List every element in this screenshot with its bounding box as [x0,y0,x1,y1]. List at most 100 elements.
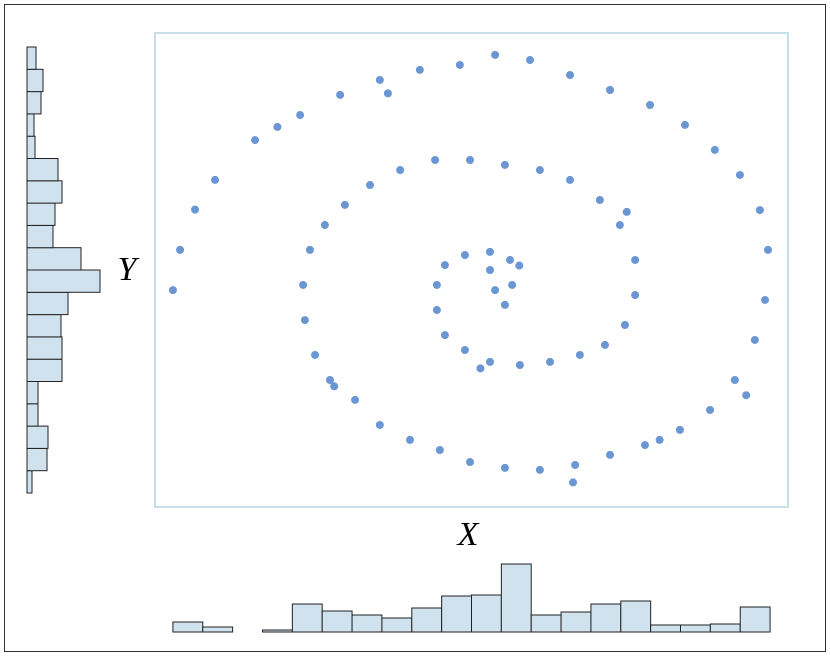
point [375,420,384,429]
point [675,425,684,434]
point [566,71,575,80]
point [761,295,770,304]
histogram-bar [590,603,622,633]
histogram-bar [530,614,562,633]
point [515,261,524,270]
point [440,261,449,270]
histogram-bar [26,291,69,316]
histogram-bar [381,617,413,633]
point [455,60,464,69]
point [491,286,500,295]
point [325,376,334,385]
point [168,286,177,295]
point [486,247,495,256]
point [305,245,314,254]
point [735,170,744,179]
point [383,89,392,98]
point [600,340,609,349]
histogram-bar [26,381,39,405]
histogram-bar [500,563,532,633]
histogram-bar [172,621,204,633]
point [431,155,440,164]
point [320,221,329,230]
point [710,145,719,154]
histogram-bar [441,595,472,633]
point [508,280,517,289]
point [535,166,544,175]
histogram-bar [26,113,35,137]
point [606,86,615,95]
point [500,463,509,472]
histogram-bar [26,68,44,93]
point [622,207,631,216]
point [606,450,615,459]
point [211,175,220,184]
point [491,50,500,59]
point [631,255,640,264]
point [655,435,664,444]
point [432,306,441,315]
point [336,90,345,99]
point [273,122,282,131]
histogram-bar [680,624,711,633]
histogram-bar [202,626,234,633]
point [251,136,260,145]
histogram-bar [26,247,82,271]
histogram-bar [26,46,37,70]
histogram-bar [26,158,59,182]
histogram-bar [650,624,682,633]
histogram-bar [26,91,42,115]
point [351,395,360,404]
histogram-bar [26,269,101,293]
point [526,56,535,65]
point [763,245,772,254]
point [500,300,509,309]
point [620,321,629,330]
point [595,196,604,205]
point [571,460,580,469]
point [340,200,349,209]
point [476,364,485,373]
point [631,291,640,300]
point [486,357,495,366]
plot-area [154,32,789,508]
point [415,65,424,74]
histogram-bar [26,425,49,449]
point [375,75,384,84]
point [569,478,578,487]
point [191,205,200,214]
histogram-bar [26,314,62,338]
point [486,266,495,274]
point [460,251,469,260]
point [176,245,185,254]
point [440,331,449,340]
histogram-bar [26,224,54,249]
point [330,382,339,391]
point [460,346,469,355]
histogram-bar [739,606,771,633]
point [640,441,649,450]
histogram-bar [620,600,652,633]
point [546,357,555,366]
point [396,166,405,175]
histogram-bar [709,623,741,633]
histogram-bar [26,470,33,494]
point [755,206,764,215]
y-axis-label: Y [118,251,140,288]
histogram-bar [321,610,353,633]
histogram-bar [261,629,293,633]
histogram-bar [26,135,36,159]
histogram-bar [26,403,39,427]
point [730,376,739,385]
point [296,111,305,120]
histogram-bar [560,611,592,633]
point [500,160,509,169]
histogram-bar [26,447,48,472]
histogram-bar [471,594,502,633]
point [300,316,309,325]
histogram-bar [26,336,63,360]
point [515,361,524,370]
point [466,155,475,164]
point [706,405,715,414]
